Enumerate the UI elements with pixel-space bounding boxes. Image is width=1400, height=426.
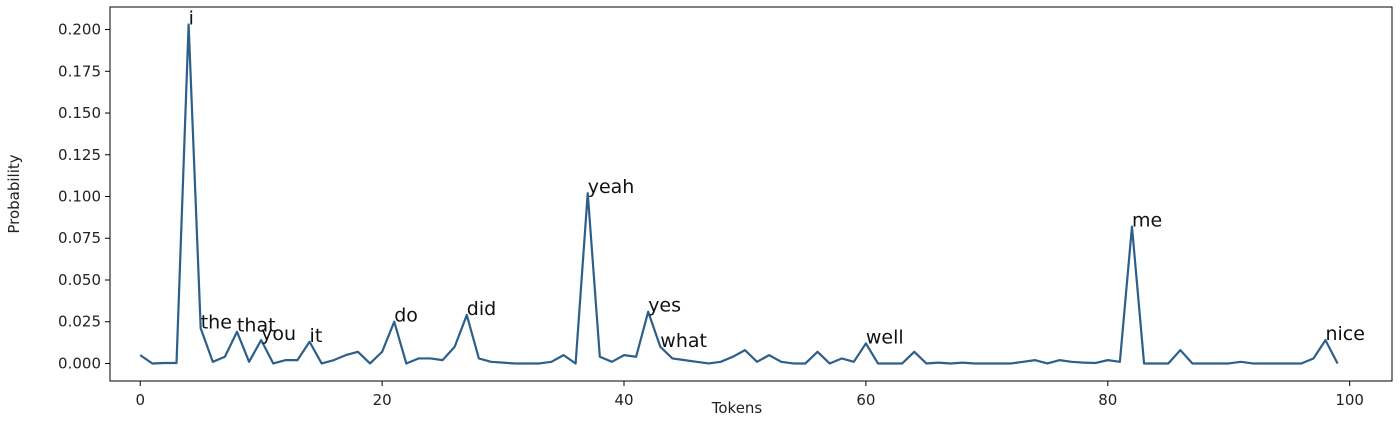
y-tick-label: 0.075 — [58, 229, 101, 247]
annotation-label: what — [660, 330, 707, 352]
x-tick-label: 0 — [135, 391, 145, 409]
y-tick-label: 0.150 — [58, 104, 101, 122]
annotation-label: nice — [1325, 323, 1364, 345]
annotation-label: well — [866, 326, 904, 348]
x-axis-label: Tokens — [711, 399, 763, 417]
y-tick-label: 0.175 — [58, 62, 101, 80]
x-tick-label: 80 — [1098, 391, 1117, 409]
y-tick-label: 0.050 — [58, 271, 101, 289]
y-tick-label: 0.125 — [58, 146, 101, 164]
annotation-label: the — [201, 311, 232, 333]
annotation-label: it — [310, 325, 323, 347]
annotation-label: i — [189, 8, 194, 30]
x-axis: 0 20 40 60 80 100 — [135, 381, 1364, 409]
x-tick-label: 100 — [1335, 391, 1364, 409]
y-tick-label: 0.025 — [58, 313, 101, 331]
plot-frame — [109, 6, 1393, 382]
annotation-label: do — [394, 305, 418, 327]
x-tick-label: 20 — [373, 391, 392, 409]
annotation-label: yeah — [588, 176, 635, 198]
annotation-label: that — [237, 315, 276, 337]
annotation-label: did — [467, 298, 496, 320]
annotation-label: me — [1132, 210, 1162, 232]
x-tick-label: 40 — [614, 391, 633, 409]
annotation-label: you — [261, 323, 296, 345]
series-line — [139, 23, 1339, 365]
annotation-label: yes — [648, 295, 681, 317]
y-axis-label: Probability — [5, 154, 23, 233]
y-tick-label: 0.000 — [58, 354, 101, 372]
y-tick-label: 0.200 — [58, 21, 101, 39]
y-axis: 0.000 0.025 0.050 0.075 0.100 0.125 0.150 0.175… — [58, 21, 110, 372]
y-tick-label: 0.100 — [58, 188, 101, 206]
x-tick-label: 60 — [856, 391, 875, 409]
